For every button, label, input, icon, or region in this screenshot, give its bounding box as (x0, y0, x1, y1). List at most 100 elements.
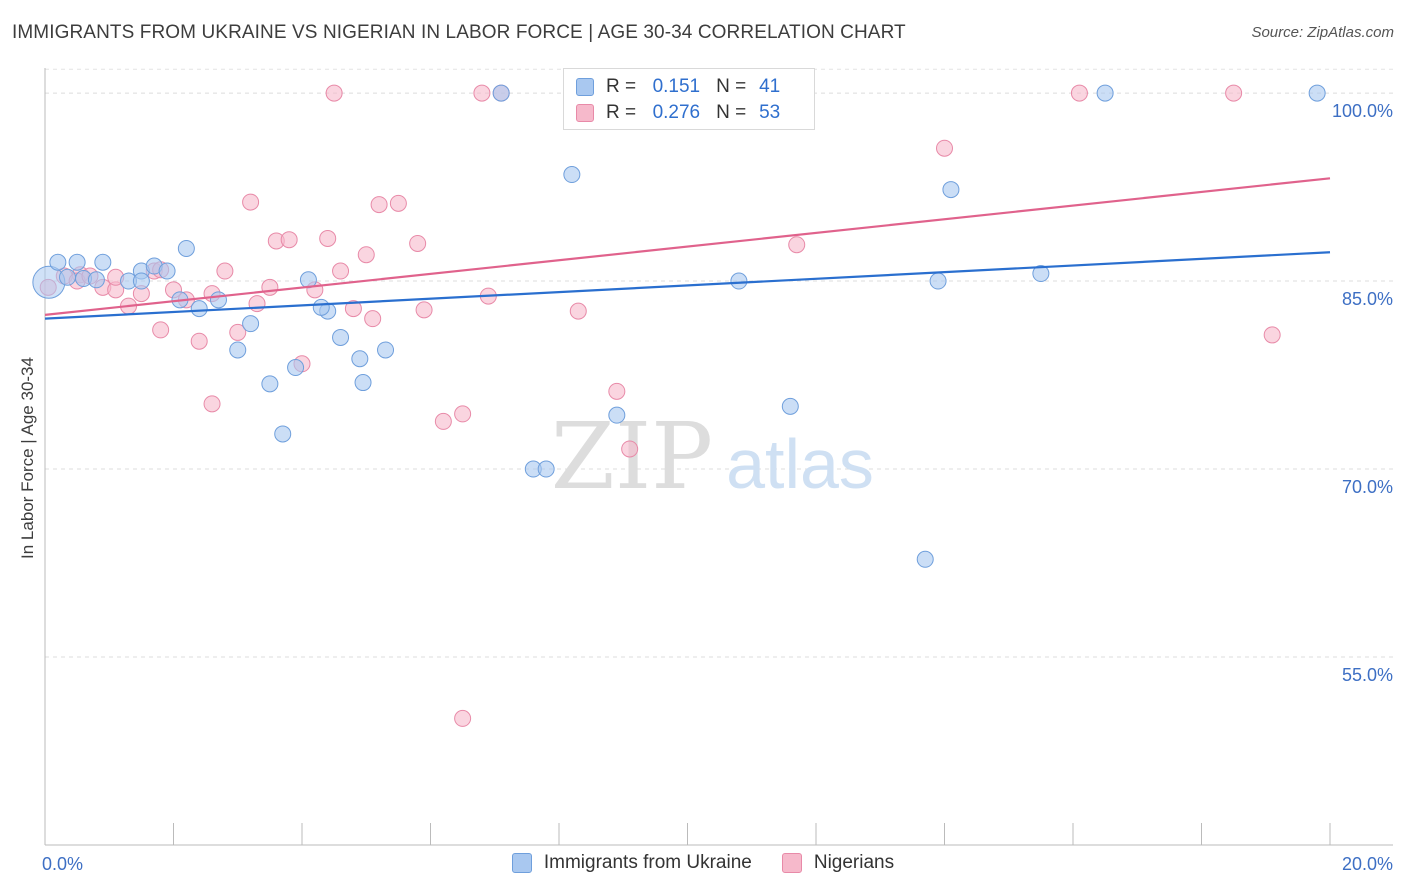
data-point-ukraine (32, 265, 66, 299)
data-point-ukraine (537, 460, 555, 478)
data-point-ukraine (730, 272, 748, 290)
data-point-ukraine (58, 268, 76, 286)
legend-swatch-pink (576, 104, 594, 122)
legend-n-label: N = (716, 76, 747, 97)
data-point-nigerians (454, 405, 472, 423)
data-point-nigerians (216, 262, 234, 280)
data-point-nigerians (788, 236, 806, 254)
data-point-ukraine (132, 272, 150, 290)
data-point-nigerians (242, 193, 260, 211)
stats-legend: R = 0.151 N = 41 R = 0.276 N = 53 (563, 68, 815, 130)
data-point-nigerians (325, 84, 343, 102)
source-label: Source: ZipAtlas.com (1251, 24, 1394, 41)
data-point-nigerians (389, 194, 407, 212)
y-tick-label: 100.0% (1332, 101, 1393, 121)
data-point-nigerians (248, 295, 266, 313)
legend-n-value-ukraine: 41 (759, 76, 781, 97)
data-point-nigerians (409, 234, 427, 252)
data-point-nigerians (229, 323, 247, 341)
series-legend-item-ukraine[interactable]: Immigrants from Ukraine (511, 852, 752, 874)
y-tick-label: 70.0% (1342, 477, 1393, 497)
trend-line-nigerians (44, 177, 1331, 316)
data-point-ukraine (312, 298, 330, 316)
data-point-ukraine (190, 300, 208, 318)
legend-n-value-nigerians: 53 (759, 102, 781, 123)
data-point-nigerians (434, 412, 452, 430)
x-tick-label-min: 0.0% (42, 854, 83, 874)
data-point-nigerians (319, 229, 337, 247)
legend-row-nigerians: R = 0.276 N = 53 (576, 101, 780, 125)
data-point-nigerians (357, 246, 375, 264)
legend-r-label: R = (606, 76, 637, 97)
gridlines (45, 68, 1393, 658)
data-point-ukraine (229, 341, 247, 359)
data-point-nigerians (152, 321, 170, 339)
legend-r-value-ukraine: 0.151 (652, 76, 701, 97)
data-point-ukraine (929, 272, 947, 290)
data-point-ukraine (1096, 84, 1114, 102)
data-point-ukraine (492, 84, 510, 102)
data-point-ukraine (158, 262, 176, 280)
data-point-ukraine (261, 375, 279, 393)
series-legend: Immigrants from Ukraine Nigerians (0, 852, 1406, 874)
y-tick-label: 85.0% (1342, 289, 1393, 309)
data-point-ukraine (68, 253, 86, 271)
data-point-nigerians (261, 278, 279, 296)
chart-title: IMMIGRANTS FROM UKRAINE VS NIGERIAN IN L… (12, 22, 906, 43)
data-point-nigerians (608, 382, 626, 400)
data-point-ukraine (332, 328, 350, 346)
data-point-nigerians (569, 302, 587, 320)
data-point-nigerians (190, 332, 208, 350)
data-point-ukraine (608, 406, 626, 424)
trend-line-ukraine (44, 251, 1331, 320)
data-point-ukraine (377, 341, 395, 359)
data-point-nigerians (370, 196, 388, 214)
data-point-nigerians (473, 84, 491, 102)
legend-swatch-blue (576, 78, 594, 96)
data-point-ukraine (177, 239, 195, 257)
data-point-ukraine (781, 397, 799, 415)
data-point-nigerians (280, 231, 298, 249)
trend-lines (44, 177, 1331, 320)
data-point-ukraine (351, 350, 369, 368)
data-point-ukraine (563, 166, 581, 184)
data-point-nigerians (1263, 326, 1281, 344)
data-point-ukraine (209, 291, 227, 309)
series-swatch-pink (781, 853, 802, 873)
axes (44, 68, 1393, 846)
series-swatch-blue (511, 853, 532, 873)
data-point-ukraine (1032, 265, 1050, 283)
data-point-nigerians (454, 709, 472, 727)
data-point-ukraine (49, 253, 67, 271)
data-point-nigerians (364, 310, 382, 328)
data-point-nigerians (344, 300, 362, 318)
legend-r-label: R = (606, 102, 637, 123)
data-point-nigerians (332, 262, 350, 280)
data-point-nigerians (1225, 84, 1243, 102)
data-point-ukraine (274, 425, 292, 443)
data-point-ukraine (916, 550, 934, 568)
data-point-ukraine (94, 253, 112, 271)
series-legend-label: Immigrants from Ukraine (543, 852, 752, 873)
legend-n-label: N = (716, 102, 747, 123)
tick-labels: 55.0% 70.0% 85.0% 100.0% 0.0% 20.0% (42, 101, 1393, 874)
data-point-ukraine (1308, 84, 1326, 102)
data-point-ukraine (354, 374, 372, 392)
data-point-ukraine (87, 271, 105, 289)
y-tick-label: 55.0% (1342, 665, 1393, 685)
data-point-ukraine (942, 181, 960, 199)
data-point-nigerians (203, 395, 221, 413)
data-point-ukraine (287, 359, 305, 377)
data-point-nigerians (1070, 84, 1088, 102)
x-tick-label-max: 20.0% (1342, 854, 1393, 874)
watermark: ZIP atlas (551, 403, 874, 510)
data-point-nigerians (936, 139, 953, 157)
data-point-nigerians (621, 440, 639, 458)
series-legend-label: Nigerians (813, 852, 895, 873)
watermark-atlas: atlas (726, 425, 874, 503)
legend-r-value-nigerians: 0.276 (652, 102, 701, 123)
data-point-ukraine (242, 315, 260, 333)
data-point-nigerians (415, 301, 433, 319)
series-legend-item-nigerians[interactable]: Nigerians (781, 852, 895, 874)
